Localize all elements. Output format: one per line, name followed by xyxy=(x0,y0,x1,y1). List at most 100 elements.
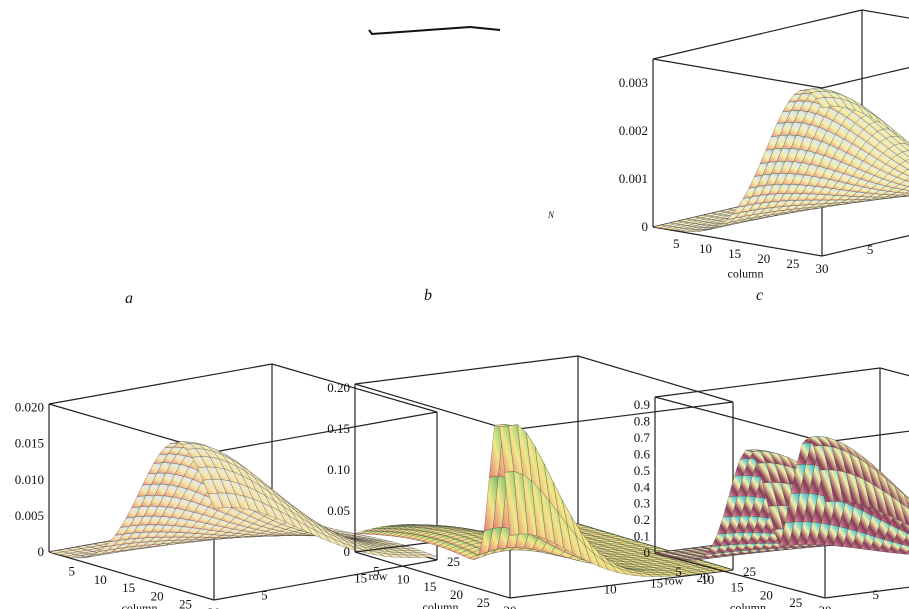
z-tick-label: 0.05 xyxy=(327,503,350,518)
z-tick-label: 0.2 xyxy=(634,512,650,527)
x-tick-label: 25 xyxy=(477,595,490,609)
x-axis-label: column xyxy=(730,601,766,609)
z-tick-label: 0.10 xyxy=(327,462,350,477)
artifact-stroke xyxy=(368,25,501,36)
panel-label-b: b xyxy=(424,287,432,304)
y-tick-label: 25 xyxy=(447,554,460,569)
z-tick-label: 0.3 xyxy=(634,496,650,511)
y-tick-label: 5 xyxy=(867,242,874,257)
x-tick-label: 20 xyxy=(760,587,773,602)
box-edge xyxy=(824,586,909,599)
x-tick-label: 30 xyxy=(816,261,829,276)
x-tick-label: 30 xyxy=(504,603,517,609)
y-tick-label: 10 xyxy=(604,582,617,597)
box-edge xyxy=(652,58,823,89)
z-tick-label: 0.4 xyxy=(634,479,651,494)
x-axis-label: column xyxy=(122,601,158,609)
z-tick-label: 0.005 xyxy=(15,508,44,523)
z-tick-label: 0.1 xyxy=(634,529,650,544)
x-tick-label: 25 xyxy=(179,597,192,609)
panel-label-c: c xyxy=(756,287,763,304)
z-tick-label: 0 xyxy=(644,545,651,560)
y-axis-label: row xyxy=(665,574,684,588)
surface-mesh xyxy=(652,88,909,232)
x-tick-label: 25 xyxy=(789,595,802,609)
box-edge xyxy=(861,9,909,19)
x-axis-label: column xyxy=(423,600,459,609)
box-edge xyxy=(652,226,823,257)
surface-plot-c: 0.0030.0020.00105101520253051525columnro… xyxy=(619,9,909,281)
surface-plot-b: 0.200.150.100.0505101520253010152025colu… xyxy=(327,355,756,609)
z-tick-label: 0.020 xyxy=(15,400,44,415)
surface-plot-d: 0.9 0.80.70.6 0.50.4 0.30.2 0.10 5 10 15 20 25 30 5… xyxy=(634,367,909,609)
z-tick-label: 0 xyxy=(642,219,649,234)
box-edge xyxy=(354,355,579,385)
box-edge xyxy=(48,363,273,405)
surface-mesh xyxy=(654,436,909,561)
artifact-letter: N xyxy=(547,210,555,220)
box-edge xyxy=(213,559,438,601)
box-edge xyxy=(509,569,734,599)
surface-cell xyxy=(819,469,835,503)
z-tick-label: 0.6 xyxy=(634,446,651,461)
z-tick-label: 0 xyxy=(344,544,351,559)
y-tick-label: 25 xyxy=(743,564,756,579)
surface-mesh xyxy=(48,441,438,559)
z-tick-label: 0.5 xyxy=(634,463,650,478)
x-axis-label: column xyxy=(728,267,764,281)
x-tick-label: 20 xyxy=(151,588,164,603)
z-tick-label: 0.015 xyxy=(15,436,44,451)
panel-label-a: a xyxy=(125,290,133,307)
z-tick-label: 0.15 xyxy=(327,421,350,436)
y-tick-label: 5 xyxy=(873,587,880,602)
z-tick-label: 0.8 xyxy=(634,414,650,429)
box-edge xyxy=(654,396,826,443)
box-edge xyxy=(879,367,909,377)
box-edge xyxy=(354,383,511,431)
z-tick-label: 0.003 xyxy=(619,75,648,90)
x-tick-label: 25 xyxy=(786,256,799,271)
box-edge xyxy=(213,411,438,453)
surface-cell xyxy=(504,471,520,537)
z-tick-label: 0.001 xyxy=(619,171,648,186)
x-tick-label: 15 xyxy=(731,580,744,595)
x-tick-label: 5 xyxy=(373,563,380,578)
surface-cell xyxy=(208,492,224,509)
x-tick-label: 5 xyxy=(673,236,680,251)
surface-plot-a: 0.020 0.015 0.010 0.005 0 5 10 15 20 25 30 5 15 25 col… xyxy=(15,363,460,609)
box-edge xyxy=(48,551,215,601)
box-edge xyxy=(354,551,511,599)
top-artifacts: N xyxy=(368,25,555,220)
x-tick-label: 10 xyxy=(397,571,410,586)
box-edge xyxy=(654,367,881,398)
surface-cell xyxy=(904,158,909,164)
x-tick-label: 20 xyxy=(757,251,770,266)
x-tick-label: 15 xyxy=(728,246,741,261)
y-tick-label: 5 xyxy=(261,587,268,602)
z-tick-label: 0.010 xyxy=(15,472,44,487)
box-edge xyxy=(652,9,863,60)
x-tick-label: 10 xyxy=(94,572,107,587)
box-edge xyxy=(577,355,734,403)
surface-mesh xyxy=(354,424,734,577)
x-tick-label: 30 xyxy=(208,605,221,609)
x-tick-label: 5 xyxy=(69,564,76,579)
surface-cell xyxy=(816,97,831,109)
x-tick-label: 15 xyxy=(423,579,436,594)
y-tick-label: 15 xyxy=(354,571,367,586)
z-tick-label: 0.20 xyxy=(327,380,350,395)
box-edge xyxy=(824,430,909,443)
x-tick-label: 10 xyxy=(701,572,714,587)
x-tick-label: 5 xyxy=(675,564,682,579)
x-tick-label: 30 xyxy=(819,603,832,609)
box-edge xyxy=(654,552,826,599)
x-tick-label: 10 xyxy=(699,241,712,256)
box-edge xyxy=(509,401,734,431)
z-tick-label: 0.002 xyxy=(619,123,648,138)
y-axis-label: row xyxy=(369,569,388,583)
z-tick-label: 0.7 xyxy=(634,430,651,445)
y-tick-label: 20 xyxy=(697,570,710,585)
z-tick-label: 0.9 xyxy=(634,397,650,412)
surface-cell xyxy=(905,143,909,147)
